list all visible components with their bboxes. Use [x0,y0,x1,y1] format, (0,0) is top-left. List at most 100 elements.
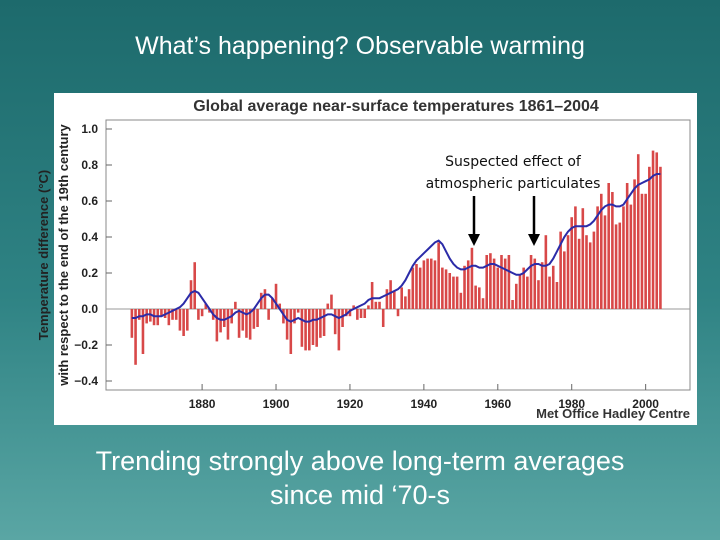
bar [633,179,636,309]
bar [330,294,333,309]
bar [341,309,344,327]
bar [200,309,204,317]
bar [540,262,544,309]
bar [385,289,389,309]
bar [518,274,522,309]
bar [415,264,418,309]
bar [629,204,633,309]
bar [426,258,429,309]
bar [418,267,422,309]
y-axis-label: Temperature difference (°C) [36,170,51,340]
x-tick-label: 1900 [263,397,290,411]
bar [370,282,374,309]
bar [574,206,577,309]
y-tick-label: −0.2 [74,338,98,352]
bar [433,260,437,309]
bar [585,235,588,309]
bar [481,298,485,309]
bar [222,309,226,327]
bar [322,309,326,336]
bar [526,276,529,309]
bar [459,292,463,309]
bar [485,255,489,309]
x-tick-label: 1920 [337,397,364,411]
bar [271,298,274,309]
bar [241,309,245,331]
caption: Trending strongly above long-term averag… [96,446,625,476]
bar [304,309,307,351]
y-tick-label: 0.0 [81,302,98,316]
bar [448,273,452,309]
arrow-head [468,234,480,246]
bar [640,193,644,309]
bar [559,231,562,309]
bar [566,235,570,309]
bar [259,292,263,309]
bar [596,206,599,309]
bar [263,289,267,309]
bar [429,258,433,309]
bar [215,309,219,342]
bar [326,303,330,309]
bar [234,301,237,309]
bar [363,309,367,318]
bar [544,235,548,309]
bar [282,309,285,324]
bar [197,309,200,320]
bar [400,287,403,309]
bar [522,267,525,309]
y-axis-label: with respect to the end of the 19th cent… [56,123,71,386]
bar [503,258,507,309]
bar [178,309,182,331]
y-tick-label: 0.4 [81,230,98,244]
y-tick-label: 0.8 [81,158,98,172]
y-tick-label: 0.2 [81,266,98,280]
bar [592,231,596,309]
bar [555,282,559,309]
bar [644,193,647,309]
bar [618,222,622,309]
bar [514,283,518,309]
arrow-head [528,234,540,246]
bar [378,301,381,309]
bar [141,309,145,354]
bar [311,309,315,345]
bar [529,255,533,309]
bar [611,192,614,309]
bar [208,309,211,313]
bar [134,309,137,365]
bar [570,217,574,309]
bar [130,309,134,338]
bar [599,193,603,309]
annotation: Suspected effect of [445,154,582,170]
x-tick-label: 1940 [411,397,438,411]
y-tick-label: 0.6 [81,194,98,208]
bar [455,276,459,309]
bar [267,309,270,320]
bar [367,305,370,309]
bar [607,183,610,309]
bar [300,309,304,347]
bar [374,301,378,309]
bar [396,309,400,317]
bar [160,309,163,317]
bar [137,309,141,320]
bar [581,208,585,309]
trend-line [131,173,661,323]
bar [352,305,355,309]
bar [171,309,174,320]
bar [193,262,197,309]
bar [625,183,629,309]
bar [145,309,148,324]
bar [422,260,426,309]
bar [278,303,282,309]
bar [648,166,651,309]
bar [174,309,178,320]
chart-title: Global average near-surface temperatures… [193,98,599,115]
bar [659,166,662,309]
bar [245,309,248,338]
bar [466,260,470,309]
x-tick-label: 1980 [558,397,585,411]
